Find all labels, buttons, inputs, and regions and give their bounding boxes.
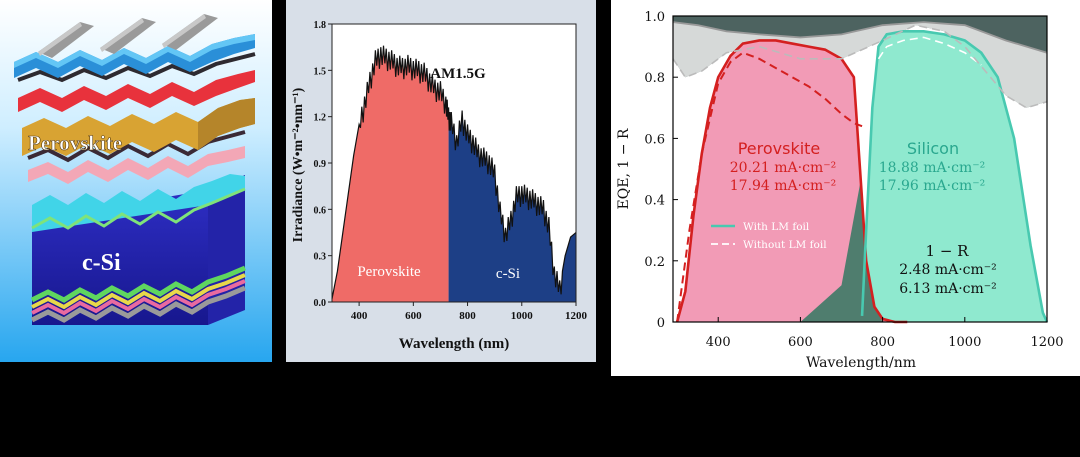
silicon-eqe-line-with-foil bbox=[860, 30, 1049, 323]
eqe-x-tick-label: 600 bbox=[788, 335, 813, 350]
eqe-y-tick-label: 0.4 bbox=[644, 194, 665, 209]
reflection-annotation-without-foil: 6.13 mA·cm⁻² bbox=[899, 281, 997, 297]
top-electrode-highlight bbox=[100, 18, 144, 52]
silicon-annotation-title: Silicon bbox=[907, 139, 959, 158]
mid-y-tick-label: 0.9 bbox=[314, 159, 327, 170]
dark-interlayer bbox=[27, 130, 246, 163]
legend-label-without-foil: Without LM foil bbox=[743, 239, 827, 251]
eqe-y-tick-label: 0.6 bbox=[644, 132, 665, 147]
etl-dark-layer bbox=[17, 52, 256, 83]
mid-y-axis-label: Irradiance (W•m⁻²•nm⁻¹) bbox=[291, 87, 306, 242]
total-absorption-line-with-foil bbox=[672, 21, 1048, 54]
total-absorption-line-without-foil bbox=[672, 24, 1048, 109]
tco-top-shine bbox=[14, 34, 255, 68]
bottom-layer-green bbox=[30, 265, 246, 303]
silicon-annotation-with-foil: 18.88 mA·cm⁻² bbox=[879, 160, 985, 176]
am15g-spectrum-chart: 400 600 800 1000 1200 0.00.30.60.91.21.51.8 … bbox=[286, 0, 596, 362]
mid-region-label-csi: c-Si bbox=[496, 266, 520, 282]
recombination-layer bbox=[28, 146, 245, 184]
perovskite-spectrum-area bbox=[332, 45, 449, 302]
mid-y-tick-label: 0.6 bbox=[314, 205, 327, 216]
mid-y-tick-label: 1.2 bbox=[314, 113, 327, 124]
csi-texture-line bbox=[31, 187, 246, 230]
eqe-chart: 400 600 800 1000 1200 0 0.2 0.4 0.6 0.8 1.0 Perov… bbox=[611, 0, 1080, 376]
mid-x-axis-label: Wavelength (nm) bbox=[399, 336, 509, 352]
silicon-annotation-without-foil: 17.96 mA·cm⁻² bbox=[879, 178, 985, 194]
bottom-layer-grey bbox=[30, 285, 246, 323]
mid-region-label-perovskite: Perovskite bbox=[357, 264, 421, 280]
eqe-y-tick-label: 1.0 bbox=[644, 10, 665, 25]
eqe-x-tick-label: 1200 bbox=[1030, 335, 1063, 350]
mid-x-tick-label: 400 bbox=[351, 310, 368, 322]
eqe-y-tick-label: 0.8 bbox=[644, 71, 665, 86]
htl-red-layer bbox=[18, 70, 255, 112]
top-electrode bbox=[162, 14, 218, 50]
eqe-y-tick-label: 0.2 bbox=[644, 255, 665, 270]
csi-label: c-Si bbox=[82, 250, 121, 276]
mid-x-tick-label: 600 bbox=[405, 310, 422, 322]
silicon-eqe-line-without-foil bbox=[877, 36, 982, 66]
perovskite-annotation-title: Perovskite bbox=[738, 139, 821, 158]
perovskite-label: Perovskite bbox=[28, 131, 122, 155]
mid-y-tick-label: 1.5 bbox=[314, 66, 327, 77]
eqe-x-axis-label: Wavelength/nm bbox=[806, 355, 916, 371]
perovskite-eqe-line-without-foil bbox=[676, 51, 863, 323]
mid-y-tick-label: 1.8 bbox=[314, 20, 327, 31]
mid-chart-title: AM1.5G bbox=[430, 66, 486, 82]
top-electrode bbox=[100, 18, 156, 54]
reflection-annotation-with-foil: 2.48 mA·cm⁻² bbox=[899, 262, 997, 278]
bottom-layer-pink bbox=[31, 279, 246, 316]
bottom-layer-yellow bbox=[31, 273, 246, 310]
mid-y-tick-label: 0.0 bbox=[314, 298, 327, 309]
eqe-plot-frame bbox=[672, 15, 1048, 323]
eqe-x-tick-label: 400 bbox=[706, 335, 731, 350]
eqe-x-tick-label: 800 bbox=[870, 335, 895, 350]
top-electrode-highlight bbox=[162, 14, 206, 48]
top-electrode bbox=[38, 22, 94, 58]
mid-x-tick-label: 800 bbox=[459, 310, 476, 322]
perovskite-annotation-without-foil: 17.94 mA·cm⁻² bbox=[730, 178, 836, 194]
mid-x-tick-label: 1000 bbox=[511, 310, 534, 322]
top-electrode-highlight bbox=[38, 22, 82, 56]
perovskite-annotation-with-foil: 20.21 mA·cm⁻² bbox=[730, 160, 836, 176]
perovskite-layer-shade bbox=[198, 98, 255, 150]
silicon-eqe-area bbox=[862, 31, 1047, 323]
spectrum-outline bbox=[331, 45, 577, 300]
eqe-x-tick-label: 1000 bbox=[948, 335, 981, 350]
reflection-annotation-title: 1 − R bbox=[926, 242, 970, 260]
tandem-cell-schematic: Perovskite c-Si bbox=[0, 0, 272, 362]
legend-label-with-foil: With LM foil bbox=[743, 221, 810, 233]
eqe-y-tick-label: 0 bbox=[657, 316, 665, 331]
mid-y-tick-label: 0.3 bbox=[314, 252, 327, 263]
perovskite-layer bbox=[22, 98, 255, 156]
csi-spectrum-area bbox=[448, 107, 576, 303]
eqe-y-axis-label: EQE, 1 − R bbox=[616, 128, 632, 209]
mid-x-tick-label: 1200 bbox=[565, 310, 588, 322]
